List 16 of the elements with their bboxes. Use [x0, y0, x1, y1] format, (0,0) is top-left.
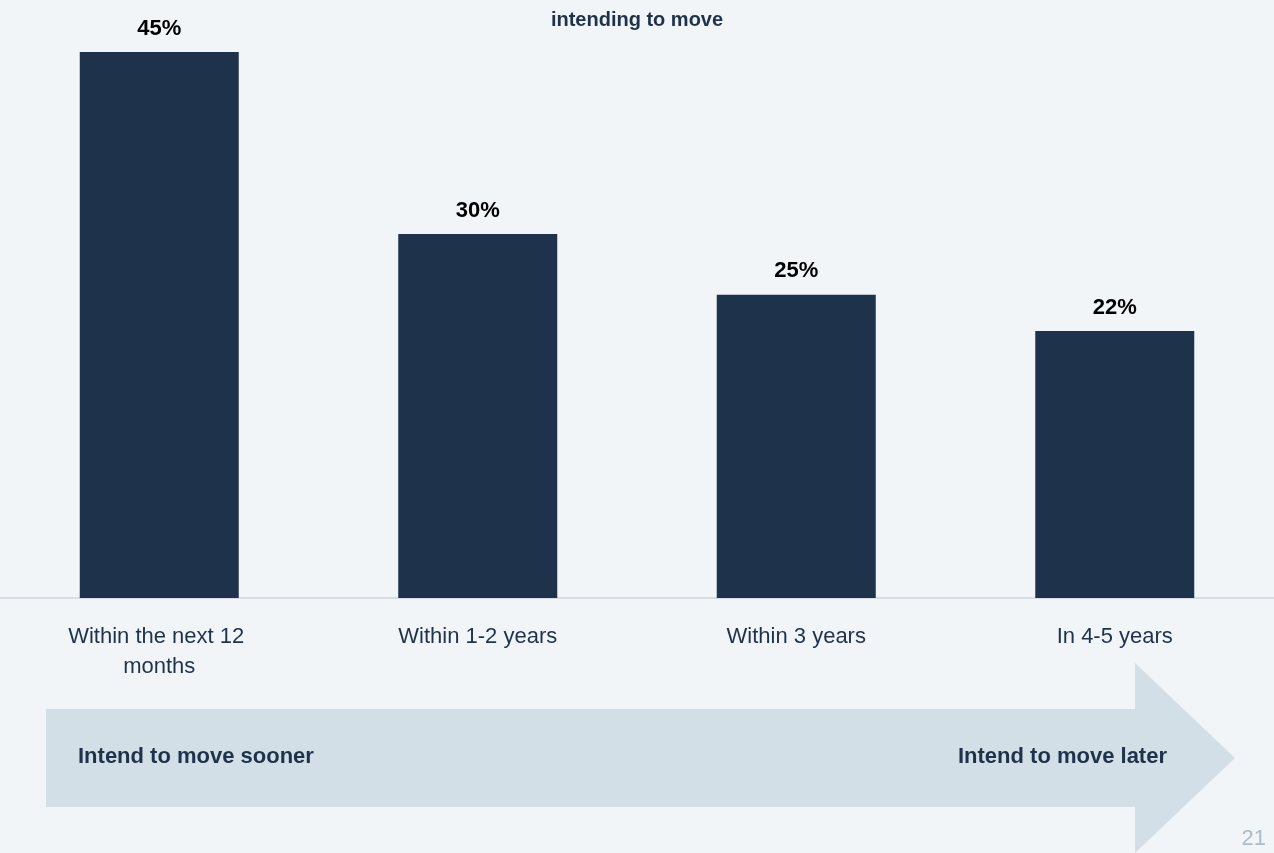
x-tick-label: In 4-5 years	[1056, 622, 1173, 648]
x-tick-label: Within the next 12 months	[68, 622, 251, 678]
bar	[398, 234, 558, 598]
bar	[716, 294, 876, 598]
x-tick-label: Within 3 years	[726, 622, 866, 648]
data-label: 45%	[137, 14, 182, 40]
data-label: 30%	[455, 196, 500, 222]
text: Intend to move sooner	[78, 742, 315, 768]
data-label: 22%	[1092, 293, 1137, 319]
chart-title: intending to move	[550, 8, 724, 30]
text: Intend to move later	[957, 742, 1168, 768]
bar	[1035, 331, 1195, 598]
text: 21	[1241, 824, 1266, 850]
data-label: 25%	[774, 257, 819, 283]
x-tick-label: Within 1-2 years	[398, 622, 558, 648]
bar	[79, 52, 239, 598]
